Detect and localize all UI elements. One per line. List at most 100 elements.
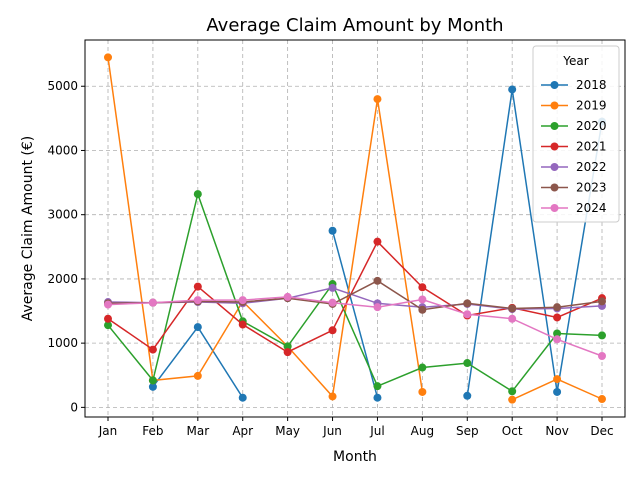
legend-label: 2024 bbox=[576, 201, 607, 215]
legend-label: 2019 bbox=[576, 99, 607, 113]
data-point bbox=[373, 393, 382, 402]
data-point bbox=[508, 85, 517, 94]
data-point bbox=[283, 348, 292, 357]
legend-marker bbox=[550, 204, 559, 212]
data-point bbox=[508, 314, 517, 323]
x-tick-label: Sep bbox=[456, 424, 479, 438]
data-point bbox=[104, 314, 112, 323]
data-point bbox=[104, 300, 112, 309]
data-point bbox=[104, 53, 112, 62]
series-line bbox=[107, 279, 603, 311]
data-point bbox=[418, 295, 427, 304]
data-point bbox=[373, 303, 382, 312]
data-point bbox=[193, 296, 202, 305]
legend-label: 2023 bbox=[576, 181, 607, 195]
data-point bbox=[553, 335, 562, 344]
series-lines bbox=[104, 53, 606, 404]
legend-item: 2018 bbox=[541, 78, 607, 92]
legend-marker bbox=[550, 163, 559, 171]
x-axis-ticks: Jan Feb Mar Apr May Jun Jul Aug Sep Oct Nov Dec bbox=[98, 417, 614, 438]
data-point bbox=[553, 375, 562, 384]
legend-marker bbox=[550, 183, 559, 192]
data-point bbox=[598, 331, 606, 340]
data-point bbox=[598, 395, 606, 404]
data-point bbox=[328, 226, 337, 235]
data-point bbox=[418, 387, 427, 396]
data-point bbox=[418, 305, 427, 314]
legend-label: 2022 bbox=[576, 160, 607, 174]
data-point bbox=[463, 391, 472, 400]
data-point bbox=[328, 283, 337, 292]
data-point bbox=[238, 320, 247, 329]
data-point bbox=[463, 359, 472, 368]
plot-area-frame bbox=[84, 39, 626, 418]
data-point bbox=[418, 283, 427, 292]
legend-item: 2023 bbox=[541, 181, 607, 195]
x-tick-label: Jul bbox=[369, 424, 384, 438]
x-tick-label: Apr bbox=[232, 424, 253, 438]
data-point bbox=[553, 329, 562, 338]
x-tick-label: Oct bbox=[502, 424, 523, 438]
data-point bbox=[238, 296, 247, 305]
data-point bbox=[283, 342, 292, 351]
legend-marker bbox=[550, 101, 559, 110]
data-point bbox=[148, 345, 157, 354]
legend-box bbox=[532, 45, 620, 223]
series-2024 bbox=[104, 292, 606, 360]
series-line bbox=[107, 296, 603, 357]
y-axis-ticks: 0 1000 2000 3000 4000 5000 bbox=[47, 79, 85, 414]
x-tick-label: Dec bbox=[590, 424, 613, 438]
data-point bbox=[463, 310, 472, 319]
legend-marker bbox=[550, 142, 559, 151]
data-point bbox=[148, 298, 157, 307]
x-tick-label: Jun bbox=[322, 424, 342, 438]
x-tick-label: Feb bbox=[142, 424, 163, 438]
y-axis-label: Average Claim Amount (€) bbox=[20, 136, 36, 321]
data-point bbox=[148, 382, 157, 391]
x-axis-label: Month bbox=[333, 449, 377, 465]
chart-title: Average Claim Amount by Month bbox=[206, 15, 503, 36]
data-point bbox=[598, 351, 606, 360]
data-point bbox=[373, 95, 382, 104]
y-tick-label: 0 bbox=[70, 400, 78, 414]
legend-item: 2024 bbox=[541, 201, 607, 215]
series-line bbox=[466, 89, 603, 396]
legend-item: 2020 bbox=[541, 119, 607, 133]
data-point bbox=[328, 392, 337, 401]
x-tick-label: Aug bbox=[411, 424, 434, 438]
data-point bbox=[148, 376, 157, 385]
data-point bbox=[193, 371, 202, 380]
y-tick-label: 4000 bbox=[47, 143, 78, 157]
y-tick-label: 2000 bbox=[47, 272, 78, 286]
legend-marker bbox=[550, 81, 559, 89]
legend-items: 2018 2019 2020 2021 2022 2023 2024 bbox=[541, 78, 607, 215]
y-tick-label: 3000 bbox=[47, 208, 78, 222]
x-tick-label: Mar bbox=[186, 424, 209, 438]
data-point bbox=[193, 323, 202, 332]
x-tick-label: Jan bbox=[98, 424, 118, 438]
data-point bbox=[508, 304, 517, 313]
data-point bbox=[373, 382, 382, 391]
legend-marker bbox=[550, 122, 559, 130]
data-point bbox=[463, 299, 472, 308]
legend: Year 2018 2019 2020 2021 2022 2023 2024 bbox=[532, 45, 620, 223]
series-line bbox=[107, 57, 424, 399]
series-line bbox=[107, 191, 603, 393]
data-point bbox=[508, 387, 517, 396]
data-point bbox=[373, 276, 382, 285]
data-point bbox=[104, 321, 112, 330]
legend-label: 2018 bbox=[576, 78, 607, 92]
data-point bbox=[553, 303, 562, 312]
legend-label: 2021 bbox=[576, 140, 607, 154]
legend-label: 2020 bbox=[576, 119, 607, 133]
data-point bbox=[373, 237, 382, 246]
data-point bbox=[508, 395, 517, 404]
x-tick-label: Nov bbox=[545, 424, 568, 438]
data-point bbox=[418, 363, 427, 372]
data-point bbox=[328, 298, 337, 307]
legend-item: 2022 bbox=[541, 160, 607, 174]
data-point bbox=[283, 292, 292, 301]
legend-item: 2019 bbox=[541, 99, 607, 113]
data-point bbox=[328, 326, 337, 335]
data-point bbox=[553, 313, 562, 322]
